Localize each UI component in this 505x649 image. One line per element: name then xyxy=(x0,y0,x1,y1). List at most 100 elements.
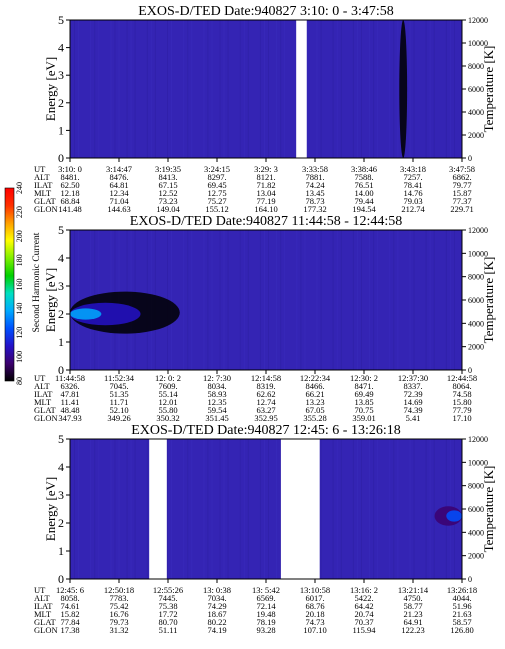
table-cell: 80.70 xyxy=(158,617,177,627)
table-cell: 58.77 xyxy=(403,601,422,611)
table-cell: 31.32 xyxy=(109,625,128,635)
table-cell: 12.18 xyxy=(60,188,79,198)
table-cell: 155.12 xyxy=(205,204,228,214)
texture-streak xyxy=(397,230,399,370)
texture-streak xyxy=(340,439,342,579)
table-cell: 11.71 xyxy=(110,397,129,407)
table-row-label: MLT xyxy=(34,188,52,198)
table-cell: 67.05 xyxy=(305,405,324,415)
texture-streak xyxy=(223,439,225,579)
table-cell: 7881. xyxy=(305,172,324,182)
table-cell: 7034. xyxy=(207,593,226,603)
texture-streak xyxy=(280,230,282,370)
texture-streak xyxy=(219,230,221,370)
texture-streak xyxy=(94,439,96,579)
table-cell: 72.14 xyxy=(256,601,276,611)
y2-tick-label: 4000 xyxy=(468,319,484,328)
table-cell: 64.91 xyxy=(403,617,422,627)
texture-streak xyxy=(130,439,132,579)
y-tick-label: 3 xyxy=(58,279,64,293)
table-cell: 12:30: 2 xyxy=(350,373,378,383)
y2-tick-label: 6000 xyxy=(468,85,484,94)
texture-streak xyxy=(360,20,362,158)
texture-streak xyxy=(268,439,270,579)
table-cell: 351.45 xyxy=(205,413,228,423)
texture-streak xyxy=(223,20,225,158)
table-cell: 14.00 xyxy=(354,188,373,198)
table-cell: 75.27 xyxy=(207,196,226,206)
texture-streak xyxy=(409,230,411,370)
texture-streak xyxy=(336,20,338,158)
texture-streak xyxy=(223,230,225,370)
texture-streak xyxy=(126,439,128,579)
y-tick-label: 4 xyxy=(58,460,64,474)
table-cell: 6017. xyxy=(305,593,324,603)
texture-streak xyxy=(243,230,245,370)
texture-streak xyxy=(207,230,209,370)
texture-streak xyxy=(280,20,282,158)
texture-streak xyxy=(429,439,431,579)
y-tick-label: 2 xyxy=(58,516,64,530)
table-cell: 347.93 xyxy=(58,413,81,423)
table-cell: 71.04 xyxy=(109,196,129,206)
table-cell: 352.95 xyxy=(254,413,277,423)
texture-streak xyxy=(409,20,411,158)
texture-streak xyxy=(397,439,399,579)
texture-streak xyxy=(203,20,205,158)
texture-streak xyxy=(284,20,286,158)
texture-streak xyxy=(276,439,278,579)
texture-streak xyxy=(340,20,342,158)
table-cell: 12:14:58 xyxy=(251,373,281,383)
data-gap-2 xyxy=(280,438,320,580)
table-cell: 8466. xyxy=(305,381,324,391)
table-cell: 8319. xyxy=(256,381,275,391)
texture-streak xyxy=(259,20,261,158)
table-cell: 13:21:14 xyxy=(398,585,429,595)
table-cell: 11:52:34 xyxy=(104,373,135,383)
table-row-label: ALT xyxy=(34,593,51,603)
texture-streak xyxy=(280,439,282,579)
table-cell: 12:37:30 xyxy=(398,373,428,383)
table-cell: 7609. xyxy=(158,381,177,391)
texture-streak xyxy=(74,20,76,158)
table-cell: 77.79 xyxy=(452,405,471,415)
table-cell: 12:45: 6 xyxy=(56,585,84,595)
colorbar-tick-label: 100 xyxy=(15,351,24,363)
table-cell: 17.38 xyxy=(60,625,79,635)
texture-streak xyxy=(340,230,342,370)
texture-streak xyxy=(247,230,249,370)
table-cell: 4044. xyxy=(452,593,471,603)
table-cell: 72.39 xyxy=(403,389,422,399)
y-axis-label: Energy [eV] xyxy=(43,477,58,541)
data-gap-1 xyxy=(296,19,307,159)
table-cell: 74.73 xyxy=(305,617,324,627)
table-row-label: ILAT xyxy=(34,180,53,190)
y2-tick-label: 0 xyxy=(468,575,472,584)
texture-streak xyxy=(445,20,447,158)
texture-streak xyxy=(227,230,229,370)
table-cell: 5.41 xyxy=(406,413,421,423)
table-cell: 16.76 xyxy=(109,609,128,619)
table-cell: 62.62 xyxy=(256,389,275,399)
table-cell: 12:44:58 xyxy=(447,373,477,383)
table-cell: 3:47:58 xyxy=(449,164,475,174)
table-cell: 74.61 xyxy=(60,601,79,611)
intensity-feature-1 xyxy=(399,20,408,158)
y2-tick-label: 10000 xyxy=(468,249,488,258)
table-cell: 78.41 xyxy=(403,180,422,190)
texture-streak xyxy=(429,230,431,370)
table-cell: 7588. xyxy=(354,172,373,182)
texture-streak xyxy=(187,230,189,370)
table-cell: 12.01 xyxy=(158,397,177,407)
y2-tick-label: 4000 xyxy=(468,108,484,117)
texture-streak xyxy=(110,439,112,579)
table-cell: 78.19 xyxy=(256,617,275,627)
texture-streak xyxy=(114,20,116,158)
texture-streak xyxy=(389,439,391,579)
y-tick-label: 0 xyxy=(58,151,64,165)
texture-streak xyxy=(94,20,96,158)
texture-streak xyxy=(90,439,92,579)
texture-streak xyxy=(433,230,435,370)
texture-streak xyxy=(453,20,455,158)
